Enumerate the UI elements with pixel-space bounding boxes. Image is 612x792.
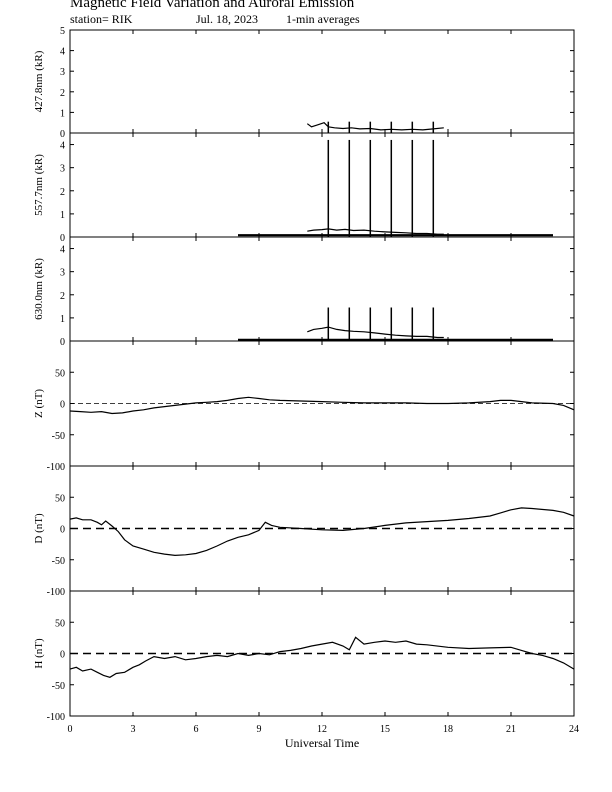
- panel-3-ytick-label: 2: [60, 291, 65, 302]
- panel-3-ytick-label: 3: [60, 268, 65, 279]
- panel-4-ytick-label: 0: [60, 400, 65, 411]
- panel-6-ytick-label: 50: [55, 618, 65, 629]
- panel-2-ytick-label: 1: [60, 210, 65, 221]
- panel-2-ytick-label: 3: [60, 164, 65, 175]
- x-tick-label: 3: [131, 724, 136, 735]
- panel-6-ytick-label: -50: [52, 681, 65, 692]
- station-label: station= RIK: [70, 12, 133, 26]
- panel-3-ytick-label: 1: [60, 314, 65, 325]
- panel-6-ylabel: H (nT): [33, 638, 45, 669]
- panel-2-series-line: [307, 228, 444, 235]
- panel-2-ytick-label: 0: [60, 233, 65, 244]
- panel-4-ytick-label: -50: [52, 431, 65, 442]
- panel-1-series-line: [306, 122, 444, 131]
- panel-5-ylabel: D (nT): [33, 513, 45, 544]
- panel-1-ytick-label: 0: [60, 129, 65, 140]
- panel-5-ytick-label: -50: [52, 556, 65, 567]
- panel-1-ytick-label: 3: [60, 67, 65, 78]
- panel-6-ytick-label: 0: [60, 650, 65, 661]
- averaging-label: 1-min averages: [286, 12, 360, 26]
- panel-1-ytick-label: 1: [60, 108, 65, 119]
- panel-1-ytick-label: 5: [60, 26, 65, 37]
- panel-6-ytick-label: -100: [47, 712, 65, 723]
- panel-2-ytick-label: 2: [60, 187, 65, 198]
- x-tick-label: 18: [443, 724, 453, 735]
- panel-1-ylabel: 427.8nm (kR): [33, 50, 45, 112]
- panel-3: 0 1 2 3 4 630.0nm (kR): [33, 236, 575, 348]
- panel-3-ytick-label: 4: [60, 245, 65, 256]
- x-tick-label: 12: [317, 724, 327, 735]
- panel-6: -100 -50 0 50 H (nT): [33, 590, 575, 723]
- panel-5: -100 -50 0 50 D (nT): [33, 465, 575, 598]
- date-label: Jul. 18, 2023: [196, 12, 259, 26]
- panel-3-ytick-label: 0: [60, 337, 65, 348]
- panel-2-ylabel: 557.7nm (kR): [33, 154, 45, 216]
- panel-4-ylabel: Z (nT): [33, 389, 45, 418]
- panel-2: 0 1 2 3 4 557.7nm (kR): [33, 132, 575, 244]
- panel-5-ytick-label: 50: [55, 493, 65, 504]
- panel-4: -100 -50 0 50 Z (nT): [33, 340, 575, 473]
- panel-1: 0 1 2 3 4 5 427.8nm (kR): [33, 26, 575, 140]
- panel-5-series-line: [69, 507, 575, 557]
- x-axis-label: Universal Time: [285, 736, 359, 750]
- panel-1-ytick-label: 2: [60, 88, 65, 99]
- panel-1-frame: [69, 29, 575, 134]
- panel-4-ytick-label: -100: [47, 462, 65, 473]
- panel-2-ytick-label: 4: [60, 141, 65, 152]
- panel-5-ytick-label: -100: [47, 587, 65, 598]
- x-tick-label: 15: [380, 724, 390, 735]
- panel-5-ytick-label: 0: [60, 525, 65, 536]
- panel-2-frame: [69, 132, 575, 238]
- panel-6-series-line: [69, 636, 575, 678]
- panel-3-ylabel: 630.0nm (kR): [33, 258, 45, 320]
- page-title: Magnetic Field Variation and Auroral Emi…: [70, 0, 355, 11]
- panel-4-series-line: [69, 396, 575, 415]
- panel-3-frame: [69, 236, 575, 342]
- x-tick-label: 21: [506, 724, 516, 735]
- x-tick-label: 24: [569, 724, 579, 735]
- panel-3-series-line: [307, 326, 444, 339]
- x-tick-label: 0: [68, 724, 73, 735]
- panel-4-ytick-label: 50: [55, 368, 65, 379]
- x-tick-label: 9: [257, 724, 262, 735]
- x-tick-label: 6: [194, 724, 199, 735]
- panel-1-ytick-label: 4: [60, 47, 65, 58]
